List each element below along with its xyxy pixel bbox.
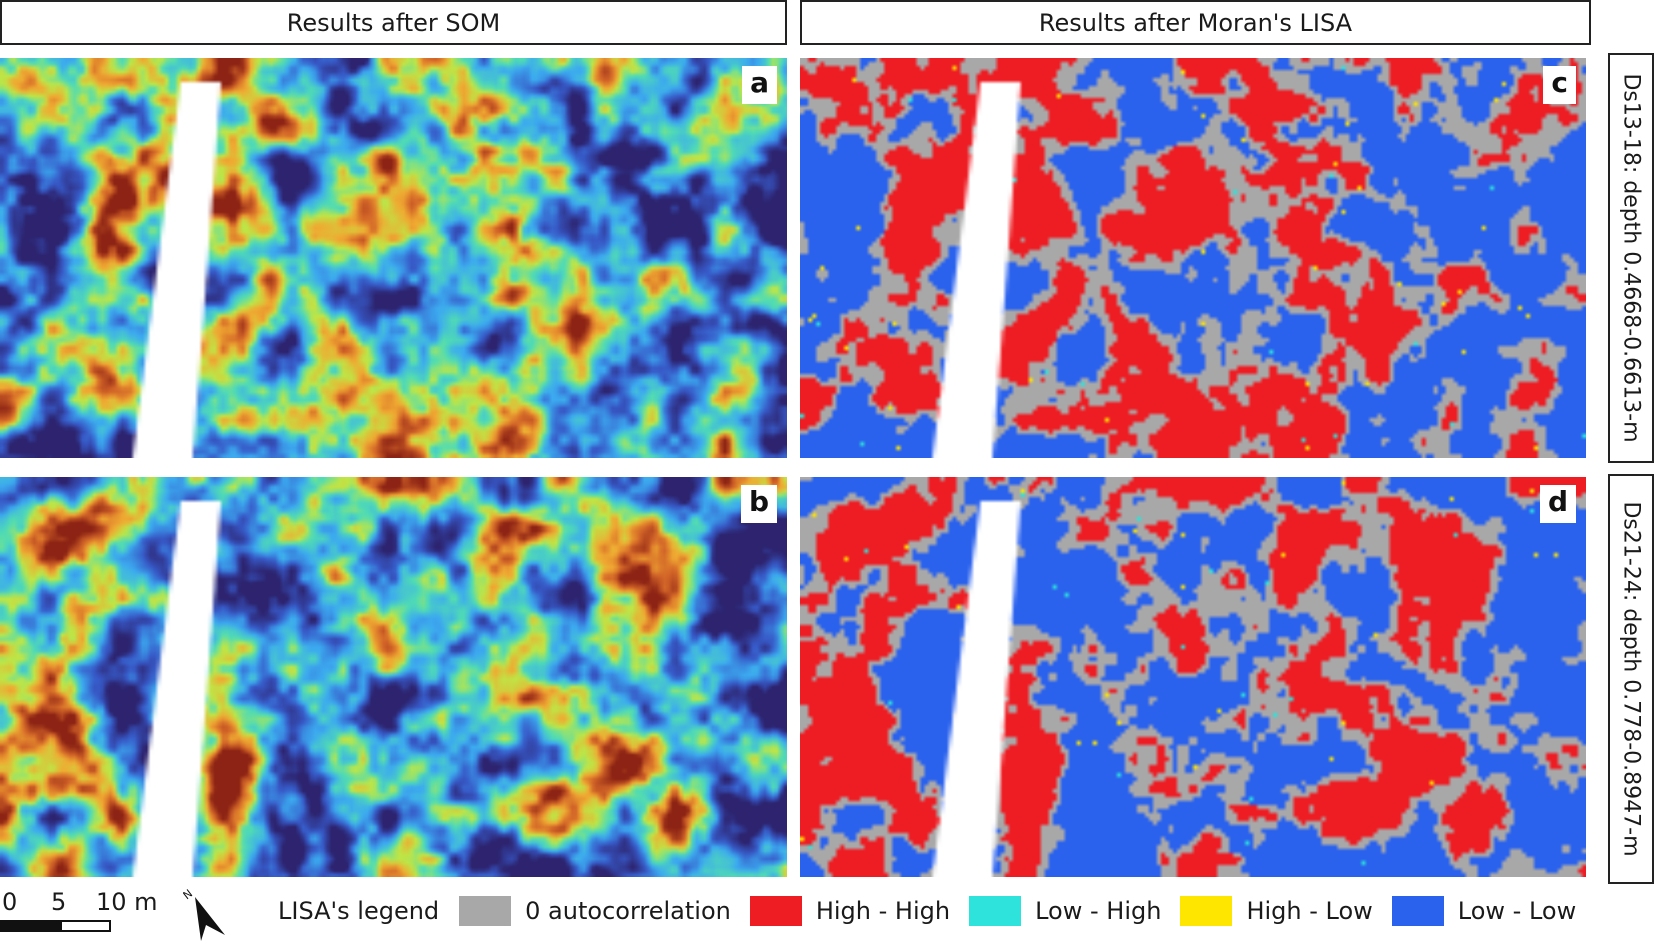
som-raster-top [0,58,787,458]
legend-swatch-low-low [1391,896,1444,926]
legend-label-zero: 0 autocorrelation [525,897,731,925]
scale-tick-5: 5 [51,888,67,916]
panel-label-a: a [742,66,777,104]
side-label-top-text: Ds13-18: depth 0.4668-0.6613-m [1618,73,1644,443]
map-panel-lisa-top: c [800,58,1586,458]
panel-label-b: b [740,485,777,523]
header-som: Results after SOM [0,0,787,45]
legend-swatch-zero [459,896,512,926]
legend-label-high-low: High - Low [1246,897,1373,925]
lisa-raster-top [800,58,1586,458]
legend-label-high-high: High - High [815,897,951,925]
scale-bar: 0 5 10 m [0,888,170,943]
legend-item-high-low: High - Low [1180,896,1373,926]
legend-item-high-high: High - High [749,896,951,926]
north-arrow-icon: N [181,885,229,943]
legend-swatch-high-low [1180,896,1233,926]
legend-label-low-high: Low - High [1035,897,1162,925]
scale-tick-10: 10 m [96,888,158,916]
panel-label-d: d [1539,485,1576,523]
scale-tick-0: 0 [2,888,18,916]
lisa-legend: LISA's legend 0 autocorrelation High - H… [278,891,1595,931]
side-label-top: Ds13-18: depth 0.4668-0.6613-m [1608,53,1654,463]
north-label: N [183,887,195,902]
legend-item-zero: 0 autocorrelation [459,896,731,926]
legend-label-low-low: Low - Low [1457,897,1577,925]
scale-bar-dark-segment [0,920,62,932]
map-panel-som-bottom: b [0,477,787,877]
legend-item-low-low: Low - Low [1391,896,1577,926]
legend-title: LISA's legend [278,897,440,925]
side-label-bottom-text: Ds21-24: depth 0.778-0.8947-m [1618,501,1644,857]
legend-swatch-low-high [969,896,1022,926]
panel-label-c: c [1543,66,1576,104]
map-panel-som-top: a [0,58,787,458]
header-lisa: Results after Moran's LISA [800,0,1591,45]
som-raster-bottom [0,477,787,877]
legend-swatch-high-high [749,896,802,926]
header-som-text: Results after SOM [286,8,501,37]
header-lisa-text: Results after Moran's LISA [1038,8,1353,37]
legend-item-low-high: Low - High [969,896,1161,926]
lisa-raster-bottom [800,477,1586,877]
scale-bar-light-segment [60,920,111,932]
map-panel-lisa-bottom: d [800,477,1586,877]
side-label-bottom: Ds21-24: depth 0.778-0.8947-m [1608,474,1654,884]
